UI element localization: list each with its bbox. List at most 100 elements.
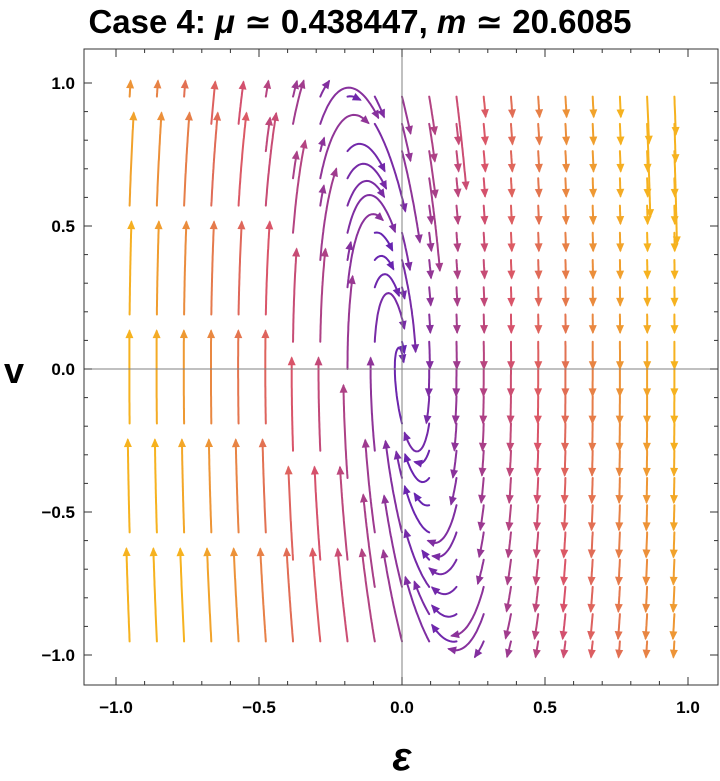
streamline-33 bbox=[264, 221, 271, 316]
streamline-arrow-279 bbox=[669, 603, 678, 614]
streamline-arrow-23 bbox=[210, 80, 219, 90]
streamline-arrow-5 bbox=[126, 79, 135, 89]
streamline-34 bbox=[264, 112, 278, 207]
streamline-arrow-137 bbox=[478, 467, 487, 477]
streamline-arrow-53 bbox=[371, 109, 380, 120]
streamline-arrow-138 bbox=[478, 442, 487, 452]
streamline-arrow-143 bbox=[480, 297, 489, 307]
streamline-9 bbox=[155, 221, 160, 316]
streamline-21 bbox=[210, 221, 215, 316]
streamline-arrow-130 bbox=[473, 648, 483, 659]
streamline-arrow-174 bbox=[532, 603, 541, 613]
streamline-arrow-231 bbox=[589, 188, 598, 198]
streamline-arrow-90 bbox=[403, 528, 412, 539]
streamline-71 bbox=[373, 273, 400, 297]
streamline-arrow-195 bbox=[559, 603, 568, 613]
streamline-arrow-110 bbox=[431, 604, 440, 614]
streamline-arrow-167 bbox=[507, 215, 516, 226]
streamline-arrow-96 bbox=[403, 431, 411, 442]
streamline-arrow-4 bbox=[129, 111, 138, 121]
streamline-arrow-194 bbox=[559, 630, 568, 641]
streamline-arrow-178 bbox=[533, 494, 542, 505]
streamline-arrow-171 bbox=[508, 109, 516, 119]
streamline-arrow-89 bbox=[413, 580, 421, 591]
streamline-arrow-17 bbox=[180, 79, 189, 89]
streamline-arrow-202 bbox=[561, 415, 570, 425]
streamline-arrow-232 bbox=[589, 163, 598, 173]
streamline-arrow-94 bbox=[403, 452, 412, 463]
streamline-arrow-219 bbox=[587, 522, 596, 532]
streamline-arrow-218 bbox=[587, 549, 596, 559]
streamline-67 bbox=[362, 494, 376, 588]
streamline-arrow-186 bbox=[534, 270, 543, 280]
streamline-arrow-297 bbox=[671, 126, 680, 136]
plot-frame bbox=[83, 48, 719, 686]
streamline-arrow-97 bbox=[423, 415, 432, 425]
streamline-4 bbox=[128, 112, 135, 207]
streamline-arrow-281 bbox=[669, 549, 678, 559]
streamline-arrow-117 bbox=[451, 442, 459, 452]
streamline-arrow-276 bbox=[644, 135, 653, 145]
streamline-96 bbox=[403, 422, 431, 453]
streamline-77 bbox=[383, 495, 403, 588]
streamline-arrow-205 bbox=[561, 325, 570, 335]
streamline-arrow-28 bbox=[241, 111, 250, 121]
streamline-arrow-245 bbox=[615, 388, 624, 398]
streamline-arrow-188 bbox=[534, 216, 543, 226]
streamline-276 bbox=[646, 95, 650, 144]
streamline-arrow-251 bbox=[616, 216, 625, 226]
streamline-arrow-104 bbox=[426, 215, 435, 225]
streamline-70 bbox=[373, 292, 406, 343]
streamline-15 bbox=[183, 221, 188, 316]
streamline-arrow-43 bbox=[297, 79, 306, 89]
streamline-37 bbox=[285, 548, 294, 643]
streamline-arrow-63 bbox=[379, 180, 387, 190]
streamline-arrow-201 bbox=[561, 442, 569, 452]
streamline-arrow-142 bbox=[480, 325, 488, 335]
streamline-arrow-169 bbox=[507, 163, 516, 173]
streamline-arrow-214 bbox=[587, 649, 596, 659]
streamline-3 bbox=[128, 221, 133, 316]
streamline-62 bbox=[346, 179, 385, 207]
y-tick-label-4: −1.0 bbox=[41, 646, 75, 665]
streamline-80 bbox=[393, 346, 405, 425]
streamline-90 bbox=[404, 529, 431, 588]
streamline-arrow-164 bbox=[507, 297, 516, 307]
streamline-arrow-31 bbox=[258, 438, 267, 448]
streamline-arrow-222 bbox=[588, 442, 597, 452]
streamline-arrow-227 bbox=[588, 297, 597, 307]
streamline-arrow-243 bbox=[615, 442, 624, 452]
streamline-arrow-183 bbox=[534, 361, 543, 371]
streamline-arrow-261 bbox=[642, 522, 651, 532]
streamline-arrow-235 bbox=[615, 649, 624, 659]
streamline-arrow-180 bbox=[533, 442, 542, 452]
streamline-arrow-196 bbox=[560, 576, 569, 586]
plot-frame-group bbox=[83, 48, 719, 686]
streamline-arrow-19 bbox=[205, 438, 213, 448]
streamline-25 bbox=[234, 439, 240, 534]
streamline-38 bbox=[287, 466, 294, 561]
streamline-arrow-172 bbox=[532, 649, 541, 659]
streamline-19 bbox=[207, 439, 213, 534]
streamline-66 bbox=[360, 548, 376, 643]
streamline-arrow-289 bbox=[670, 325, 679, 335]
streamline-arrow-262 bbox=[642, 495, 651, 505]
streamline-arrow-1 bbox=[123, 438, 132, 448]
streamline-arrow-14 bbox=[179, 329, 188, 339]
streamline-arrow-22 bbox=[213, 111, 222, 121]
streamline-arrow-106 bbox=[430, 189, 439, 199]
streamline-arrow-32 bbox=[261, 329, 270, 339]
streamline-arrow-193 bbox=[560, 649, 569, 659]
streamline-arrow-166 bbox=[507, 243, 516, 253]
x-tick-label-4: 1.0 bbox=[676, 698, 700, 717]
streamline-arrow-0 bbox=[122, 547, 131, 557]
streamline-arrow-192 bbox=[535, 109, 544, 119]
title-m-value: ≃ 20.6085 bbox=[466, 3, 632, 40]
streamline-arrow-65 bbox=[351, 93, 362, 101]
streamline-arrow-111 bbox=[430, 586, 441, 596]
streamline-59 bbox=[346, 213, 384, 289]
streamline-arrow-76 bbox=[380, 548, 389, 559]
streamline-arrow-271 bbox=[643, 243, 652, 253]
streamline-arrow-42 bbox=[291, 150, 300, 160]
streamline-arrow-257 bbox=[642, 631, 651, 641]
